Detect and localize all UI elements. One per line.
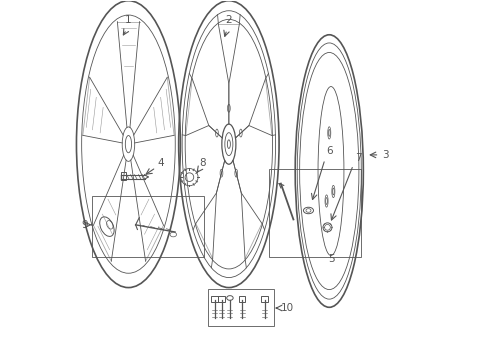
Text: 3: 3	[382, 150, 389, 160]
Text: 10: 10	[281, 303, 294, 313]
Bar	[211, 296, 218, 302]
Text: 1: 1	[125, 15, 132, 26]
Bar	[270, 169, 361, 257]
Text: 4: 4	[157, 158, 164, 168]
Bar	[92, 196, 204, 257]
Text: 8: 8	[199, 158, 206, 168]
Text: 5: 5	[328, 254, 334, 264]
Bar	[122, 172, 125, 180]
Bar	[208, 289, 274, 326]
Bar	[239, 296, 245, 302]
Bar	[262, 296, 268, 302]
Bar	[219, 296, 225, 302]
Text: 9: 9	[81, 220, 88, 230]
Text: 6: 6	[326, 146, 333, 156]
Text: 2: 2	[225, 15, 232, 26]
Text: 7: 7	[355, 153, 361, 163]
